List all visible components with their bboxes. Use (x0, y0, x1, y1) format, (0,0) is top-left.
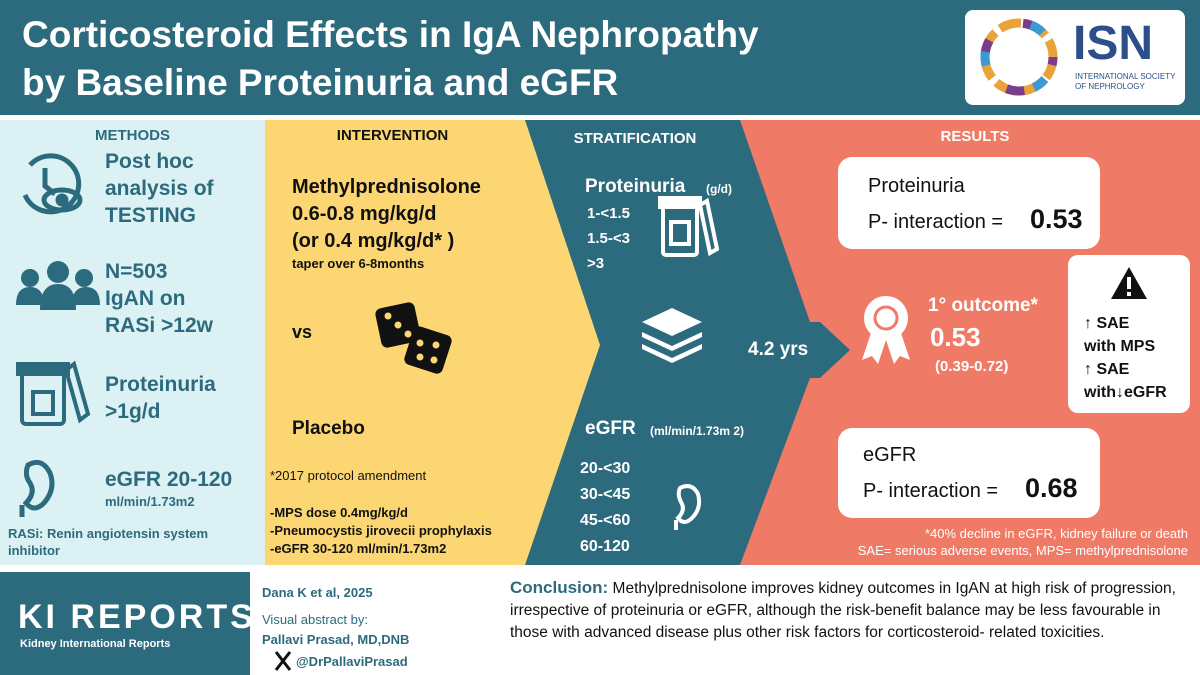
outcome-estimate: 0.53 (930, 322, 981, 352)
conclusion-text: Methylprednisolone improves kidney outco… (510, 580, 1176, 641)
egfr-level: 60-120 (580, 538, 630, 555)
amendment-item: -Pneumocystis jirovecii prophylaxis (270, 523, 492, 538)
method-text: Post hoc (105, 150, 194, 173)
amendment-title: *2017 protocol amendment (270, 468, 427, 483)
title-line: by Baseline Proteinuria and eGFR (22, 62, 619, 103)
footnote: *40% decline in eGFR, kidney failure or … (924, 526, 1188, 541)
method-text: N=503 (105, 260, 168, 283)
x-logo (274, 651, 292, 671)
proteinuria-label: Proteinuria (585, 176, 686, 197)
drug-line: 0.6-0.8 mg/kg/d (292, 203, 437, 225)
p-value: 0.53 (1030, 204, 1083, 234)
author: Pallavi Prasad, MD,DNB (262, 632, 410, 647)
proteinuria-level: 1.5-<3 (587, 230, 630, 247)
dice-icon (375, 302, 452, 374)
footnote: SAE= serious adverse events, MPS= methyl… (857, 543, 1188, 558)
egfr-kidney-icon (674, 484, 702, 530)
intervention-heading: INTERVENTION (336, 127, 449, 144)
placebo: Placebo (292, 418, 365, 439)
proteinuria-level: 1-<1.5 (587, 205, 630, 222)
safety-line: ↑ SAE (1084, 315, 1130, 332)
handle: @DrPallaviPrasad (296, 654, 408, 669)
logo-subtitle: INTERNATIONAL SOCIETY (1075, 72, 1176, 81)
methods-heading: METHODS (95, 127, 170, 144)
egfr-level: 30-<45 (580, 486, 631, 503)
method-text: TESTING (105, 204, 197, 227)
method-text: RASi >12w (105, 314, 213, 337)
p-value: 0.68 (1025, 473, 1078, 503)
jar-icon (16, 360, 91, 426)
logo-name: ISN (1073, 17, 1154, 70)
egfr-level: 20-<30 (580, 460, 631, 477)
layers-icon (642, 308, 702, 363)
sample-icon (658, 196, 720, 257)
method-text: eGFR 20-120 (105, 468, 233, 491)
amendment-item: -eGFR 30-120 ml/min/1.73m2 (270, 541, 447, 556)
proteinuria-level: >3 (587, 255, 605, 272)
warning-icon (1111, 267, 1147, 299)
journal-name: KI REPORTS (18, 598, 256, 636)
results-heading: RESULTS (940, 128, 1010, 145)
citation: Dana K et al, 2025 (262, 585, 373, 600)
method-text: Proteinuria (105, 373, 216, 396)
follow-up: 4.2 yrs (748, 339, 809, 360)
award-icon (862, 296, 910, 364)
kidney-icon (19, 459, 55, 517)
history-icon (22, 153, 83, 215)
drug-line: Methylprednisolone (292, 176, 481, 198)
method-text: IgAN on (105, 287, 186, 310)
stratification-heading: STRATIFICATION (573, 130, 697, 147)
safety-line: ↑ SAE (1084, 361, 1130, 378)
amendment-item: -MPS dose 0.4mg/kg/d (270, 505, 408, 520)
box-label: P- interaction = (868, 211, 1004, 233)
logo-box: ISN INTERNATIONAL SOCIETY OF NEPHROLOGY (965, 10, 1185, 105)
proteinuria-box: Proteinuria P- interaction = 0.53 (838, 157, 1100, 249)
egfr-level: 45-<60 (580, 512, 631, 529)
safety-line: with MPS (1084, 338, 1156, 355)
journal-subtitle: Kidney International Reports (20, 638, 171, 650)
logo-subtitle: OF NEPHROLOGY (1075, 82, 1145, 91)
box-title: Proteinuria (868, 175, 965, 197)
proteinuria-unit: (g/d) (706, 182, 732, 196)
box-title: eGFR (863, 444, 917, 466)
outcome-ci: (0.39-0.72) (935, 358, 1009, 375)
method-text: >1g/d (105, 400, 161, 423)
box-label: P- interaction = (863, 480, 999, 502)
conclusion-label: Conclusion: (510, 578, 609, 597)
credit-label: Visual abstract by: (262, 612, 368, 627)
egfr-label: eGFR (585, 418, 636, 439)
journal-band (0, 572, 250, 675)
taper: taper over 6-8months (292, 256, 425, 271)
outcome-label: 1° outcome* (928, 295, 1039, 316)
egfr-box: eGFR P- interaction = 0.68 (838, 428, 1100, 518)
egfr-unit: (ml/min/1.73m 2) (650, 424, 745, 438)
safety-box: ↑ SAE with MPS ↑ SAE with↓eGFR (1068, 255, 1190, 413)
logo-mark (980, 18, 1058, 96)
safety-line: with↓eGFR (1084, 384, 1167, 401)
method-text: analysis of (105, 177, 214, 200)
method-unit: ml/min/1.73m2 (105, 494, 195, 509)
methods-note: RASi: Renin angiotensin system inhibitor (8, 526, 209, 558)
title-line: Corticosteroid Effects in IgA Nephropath… (22, 14, 759, 55)
conclusion: Conclusion: Methylprednisolone improves … (510, 577, 1190, 644)
drug-line: (or 0.4 mg/kg/d* ) (292, 230, 455, 252)
vs: vs (292, 322, 313, 342)
people-icon (16, 261, 100, 310)
